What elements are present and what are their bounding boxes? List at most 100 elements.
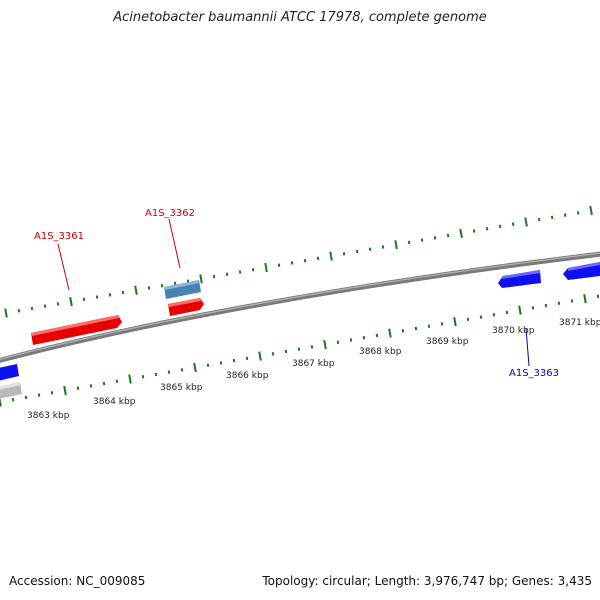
- inner-track-tick: [453, 317, 457, 327]
- inner-track-tick: [0, 397, 2, 407]
- inner-track-tick: [297, 347, 301, 351]
- outer-track-tick: [134, 285, 138, 295]
- label-leader-A1S_3363: [525, 327, 530, 367]
- inner-track-tick: [24, 395, 28, 400]
- inner-track-tick: [76, 386, 80, 390]
- scale-label-3867: 3867 kbp: [292, 359, 335, 369]
- outer-track-tick: [420, 238, 424, 242]
- outer-track-tick: [160, 283, 164, 288]
- outer-track-tick: [342, 252, 346, 256]
- outer-track-tick: [147, 286, 151, 290]
- gene-A1S_3363-highlight: [502, 270, 540, 279]
- accession-label: Accession: NC_009085: [9, 574, 146, 588]
- inner-track-tick: [193, 362, 197, 373]
- inner-track-tick: [440, 322, 444, 326]
- gene-left-grey-highlight: [0, 382, 21, 390]
- gene-label-A1S_3363[interactable]: A1S_3363: [509, 368, 559, 379]
- outer-track-tick: [173, 281, 177, 286]
- inner-track-tick: [154, 372, 158, 377]
- outer-track-tick: [511, 222, 515, 226]
- outer-track-tick: [290, 261, 294, 265]
- inner-track-tick: [102, 381, 106, 386]
- outer-track-tick: [381, 245, 385, 249]
- outer-track-tick: [433, 236, 437, 240]
- inner-track-tick: [219, 361, 223, 365]
- outer-track-tick: [30, 306, 34, 311]
- inner-track-tick: [349, 338, 353, 342]
- inner-track-tick: [128, 374, 132, 384]
- inner-track-tick: [115, 379, 119, 384]
- outer-track-tick: [251, 268, 255, 272]
- outer-track-tick: [485, 227, 489, 231]
- genome-title: Acinetobacter baumannii ATCC 17978, comp…: [113, 10, 487, 25]
- label-leader-A1S_3362: [168, 218, 181, 269]
- gene-A1S_3361-arrow[interactable]: [31, 315, 122, 345]
- scale-label-3870: 3870 kbp: [492, 326, 535, 336]
- outer-track-tick: [43, 304, 47, 308]
- outer-track-tick: [498, 224, 502, 229]
- inner-track-tick: [50, 391, 54, 395]
- inner-track-tick: [11, 397, 15, 402]
- outer-track-tick: [355, 249, 359, 254]
- outer-track-tick: [264, 262, 268, 273]
- outer-track-tick: [238, 270, 242, 274]
- outer-track-tick: [212, 274, 216, 279]
- outer-track-tick: [537, 217, 541, 222]
- gene-A1S_3361-highlight: [31, 315, 119, 336]
- outer-track-tick: [550, 215, 554, 220]
- inner-track-tick: [63, 385, 67, 396]
- outer-track-tick: [225, 272, 229, 277]
- outer-track-tick: [17, 308, 21, 313]
- inner-track-tick: [375, 333, 379, 338]
- inner-track-tick: [180, 368, 184, 372]
- gene-A1S_3362-arrow-highlight: [168, 298, 201, 307]
- inner-track-tick: [427, 324, 431, 328]
- outer-track-tick: [108, 293, 112, 297]
- outer-track-tick: [524, 217, 528, 227]
- outer-track-tick: [394, 240, 398, 250]
- scale-label-3871: 3871 kbp: [559, 318, 600, 328]
- inner-track-tick: [557, 301, 561, 305]
- scale-label-3863: 3863 kbp: [27, 411, 70, 421]
- genome-backbone-highlight: [0, 252, 600, 360]
- inner-track-tick: [89, 384, 93, 388]
- scale-label-3865: 3865 kbp: [160, 383, 203, 393]
- inner-track-tick: [479, 315, 483, 319]
- inner-track-tick: [466, 317, 470, 322]
- inner-track-tick: [388, 328, 392, 338]
- outer-track-tick: [446, 233, 450, 238]
- gene-next-highlight: [568, 262, 600, 271]
- inner-track-tick: [414, 326, 418, 331]
- outer-track-tick: [576, 211, 580, 215]
- inner-track-tick: [141, 375, 145, 379]
- inner-track-tick: [362, 335, 366, 340]
- outer-track-tick: [4, 308, 8, 318]
- inner-track-tick: [531, 306, 535, 310]
- outer-tick-track: [4, 205, 593, 318]
- scale-label-3864: 3864 kbp: [93, 397, 136, 407]
- genome-backbone: [0, 251, 600, 363]
- gene-left-blue-arrow[interactable]: [0, 364, 19, 381]
- inner-track-tick: [570, 299, 574, 303]
- scale-label-3866: 3866 kbp: [226, 371, 269, 381]
- outer-track-tick: [316, 256, 320, 261]
- outer-track-tick: [472, 229, 476, 233]
- gene-A1S_3362-reverse-arrow[interactable]: [164, 280, 201, 299]
- gene-label-A1S_3361[interactable]: A1S_3361: [34, 231, 84, 242]
- inner-track-tick: [232, 358, 236, 363]
- outer-track-tick: [589, 205, 593, 216]
- inner-tick-track: [0, 294, 600, 407]
- inner-track-tick: [245, 356, 249, 361]
- outer-track-tick: [199, 274, 203, 284]
- outer-track-tick: [407, 240, 411, 245]
- outer-track-tick: [69, 297, 73, 307]
- scale-label-3869: 3869 kbp: [426, 337, 469, 347]
- gene-label-A1S_3362[interactable]: A1S_3362: [145, 208, 195, 219]
- outer-track-tick: [563, 213, 567, 217]
- outer-track-tick: [329, 251, 333, 261]
- inner-track-tick: [271, 352, 275, 356]
- outer-track-tick: [303, 258, 307, 263]
- outer-track-tick: [459, 228, 463, 238]
